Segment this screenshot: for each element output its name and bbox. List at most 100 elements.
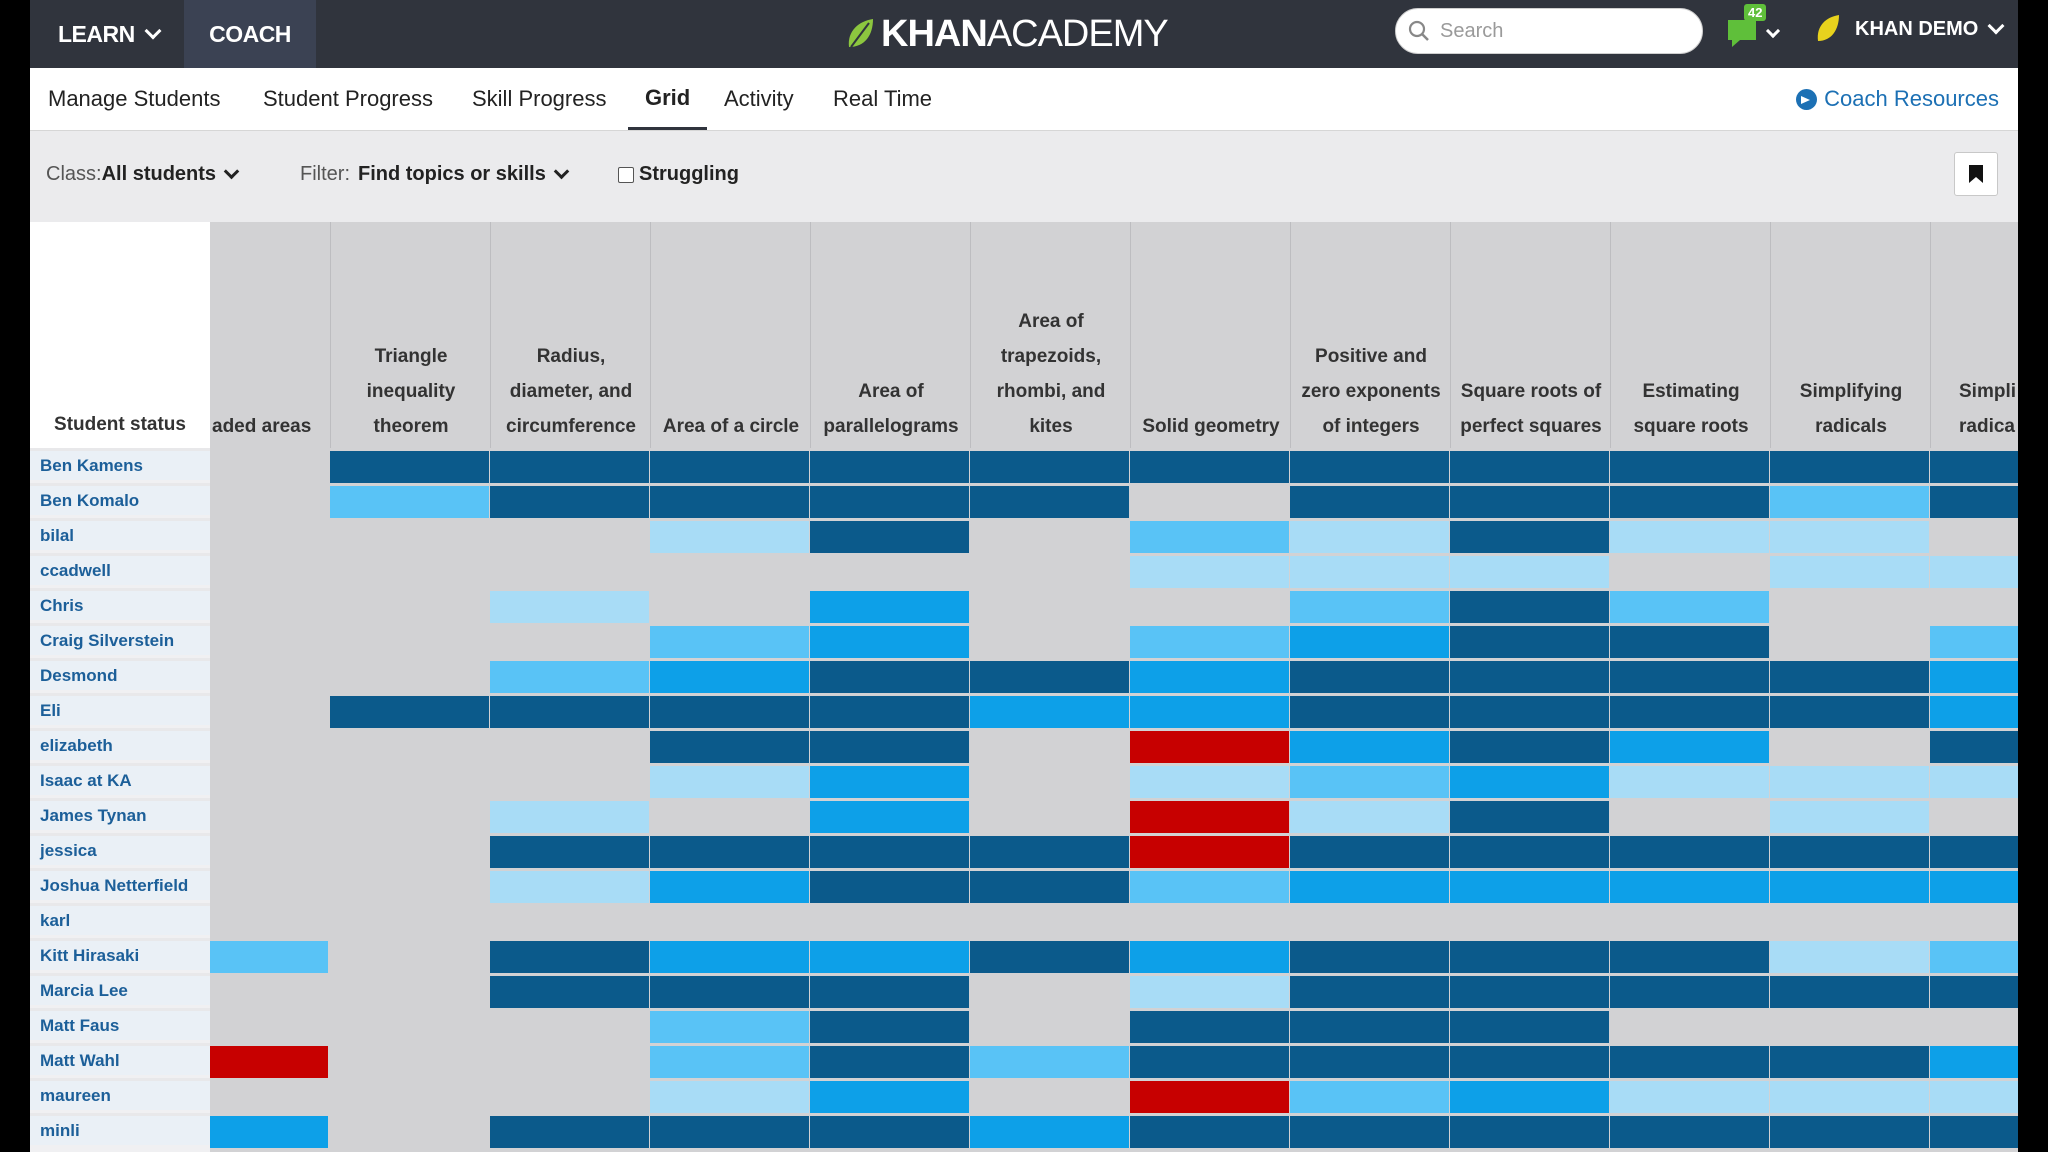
- skill-header[interactable]: Positive and zero exponents of integers: [1290, 222, 1451, 448]
- grid-cell[interactable]: [970, 451, 1129, 483]
- grid-cell[interactable]: [1290, 871, 1449, 903]
- grid-cell[interactable]: [970, 591, 1129, 623]
- student-name[interactable]: Ben Kamens: [30, 448, 210, 480]
- grid-cell[interactable]: [1450, 1116, 1609, 1148]
- grid-cell[interactable]: [1290, 486, 1449, 518]
- grid-cell[interactable]: [330, 486, 489, 518]
- grid-cell[interactable]: [1610, 1081, 1769, 1113]
- grid-cell[interactable]: [1930, 696, 2018, 728]
- grid-cell[interactable]: [1130, 591, 1289, 623]
- grid-cell[interactable]: [1770, 1011, 1929, 1043]
- grid-cell[interactable]: [650, 451, 809, 483]
- grid-cell[interactable]: [1130, 731, 1289, 763]
- grid-cell[interactable]: [1450, 1011, 1609, 1043]
- grid-cell[interactable]: [1930, 556, 2018, 588]
- search-box[interactable]: [1395, 8, 1703, 54]
- grid-cell[interactable]: [1450, 521, 1609, 553]
- grid-cell[interactable]: [1450, 486, 1609, 518]
- grid-cell[interactable]: [650, 801, 809, 833]
- skill-header[interactable]: Area of trapezoids, rhombi, and kites: [970, 222, 1131, 448]
- tab-activity[interactable]: Activity: [724, 68, 794, 130]
- grid-cell[interactable]: [1130, 801, 1289, 833]
- grid-cell[interactable]: [330, 1116, 489, 1148]
- student-name[interactable]: Matt Faus: [30, 1008, 210, 1040]
- grid-cell[interactable]: [1130, 766, 1289, 798]
- grid-cell[interactable]: [650, 1081, 809, 1113]
- grid-cell[interactable]: [210, 451, 328, 483]
- grid-cell[interactable]: [1290, 661, 1449, 693]
- grid-cell[interactable]: [210, 731, 328, 763]
- grid-cell[interactable]: [1770, 1116, 1929, 1148]
- grid-cell[interactable]: [1290, 976, 1449, 1008]
- grid-cell[interactable]: [970, 1116, 1129, 1148]
- student-name[interactable]: Ben Komalo: [30, 483, 210, 515]
- grid-cell[interactable]: [650, 521, 809, 553]
- grid-cell[interactable]: [1610, 766, 1769, 798]
- student-name[interactable]: Desmond: [30, 658, 210, 690]
- grid-cell[interactable]: [1770, 451, 1929, 483]
- grid-cell[interactable]: [1290, 1081, 1449, 1113]
- grid-cell[interactable]: [490, 451, 649, 483]
- grid-cell[interactable]: [210, 626, 328, 658]
- grid-cell[interactable]: [970, 941, 1129, 973]
- grid-cell[interactable]: [210, 1116, 328, 1148]
- grid-cell[interactable]: [1450, 976, 1609, 1008]
- student-status-header[interactable]: Student status: [30, 222, 210, 448]
- grid-cell[interactable]: [490, 1116, 649, 1148]
- grid-cell[interactable]: [1770, 941, 1929, 973]
- grid-cell[interactable]: [490, 1046, 649, 1078]
- skill-header[interactable]: Area of parallelograms: [810, 222, 971, 448]
- grid-cell[interactable]: [490, 521, 649, 553]
- student-name[interactable]: karl: [30, 903, 210, 935]
- grid-cell[interactable]: [1450, 661, 1609, 693]
- grid-cell[interactable]: [1610, 556, 1769, 588]
- grid-cell[interactable]: [1130, 836, 1289, 868]
- grid-cell[interactable]: [810, 1011, 969, 1043]
- tab-manage-students[interactable]: Manage Students: [48, 68, 220, 130]
- grid-cell[interactable]: [1290, 451, 1449, 483]
- grid-cell[interactable]: [1930, 591, 2018, 623]
- grid-cell[interactable]: [810, 906, 969, 938]
- student-name[interactable]: minli: [30, 1113, 210, 1145]
- student-name[interactable]: maureen: [30, 1078, 210, 1110]
- struggling-checkbox[interactable]: Struggling: [618, 131, 739, 218]
- grid-cell[interactable]: [650, 661, 809, 693]
- grid-cell[interactable]: [1290, 1116, 1449, 1148]
- grid-cell[interactable]: [330, 451, 489, 483]
- grid-cell[interactable]: [210, 486, 328, 518]
- grid-cell[interactable]: [650, 591, 809, 623]
- grid-cell[interactable]: [330, 696, 489, 728]
- grid-cell[interactable]: [1770, 976, 1929, 1008]
- grid-cell[interactable]: [650, 696, 809, 728]
- grid-cell[interactable]: [1610, 626, 1769, 658]
- grid-cell[interactable]: [810, 626, 969, 658]
- grid-cell[interactable]: [1930, 486, 2018, 518]
- grid-cell[interactable]: [1450, 1081, 1609, 1113]
- grid-cell[interactable]: [490, 766, 649, 798]
- grid-cell[interactable]: [490, 836, 649, 868]
- grid-cell[interactable]: [1610, 1116, 1769, 1148]
- grid-cell[interactable]: [1770, 486, 1929, 518]
- student-name[interactable]: Marcia Lee: [30, 973, 210, 1005]
- grid-cell[interactable]: [490, 556, 649, 588]
- grid-cell[interactable]: [1450, 836, 1609, 868]
- grid-cell[interactable]: [1290, 626, 1449, 658]
- grid-cell[interactable]: [490, 801, 649, 833]
- grid-cell[interactable]: [1130, 626, 1289, 658]
- grid-cell[interactable]: [1930, 661, 2018, 693]
- grid-cell[interactable]: [330, 766, 489, 798]
- skill-header[interactable]: Square roots of perfect squares: [1450, 222, 1611, 448]
- grid-cell[interactable]: [1930, 1011, 2018, 1043]
- grid-cell[interactable]: [1930, 1081, 2018, 1113]
- grid-cell[interactable]: [970, 766, 1129, 798]
- student-name[interactable]: Matt Wahl: [30, 1043, 210, 1075]
- grid-cell[interactable]: [650, 1116, 809, 1148]
- grid-cell[interactable]: [330, 626, 489, 658]
- grid-cell[interactable]: [1130, 1046, 1289, 1078]
- grid-cell[interactable]: [1610, 591, 1769, 623]
- grid-cell[interactable]: [650, 486, 809, 518]
- grid-cell[interactable]: [490, 696, 649, 728]
- grid-cell[interactable]: [970, 906, 1129, 938]
- grid-cell[interactable]: [970, 976, 1129, 1008]
- grid-cell[interactable]: [330, 1081, 489, 1113]
